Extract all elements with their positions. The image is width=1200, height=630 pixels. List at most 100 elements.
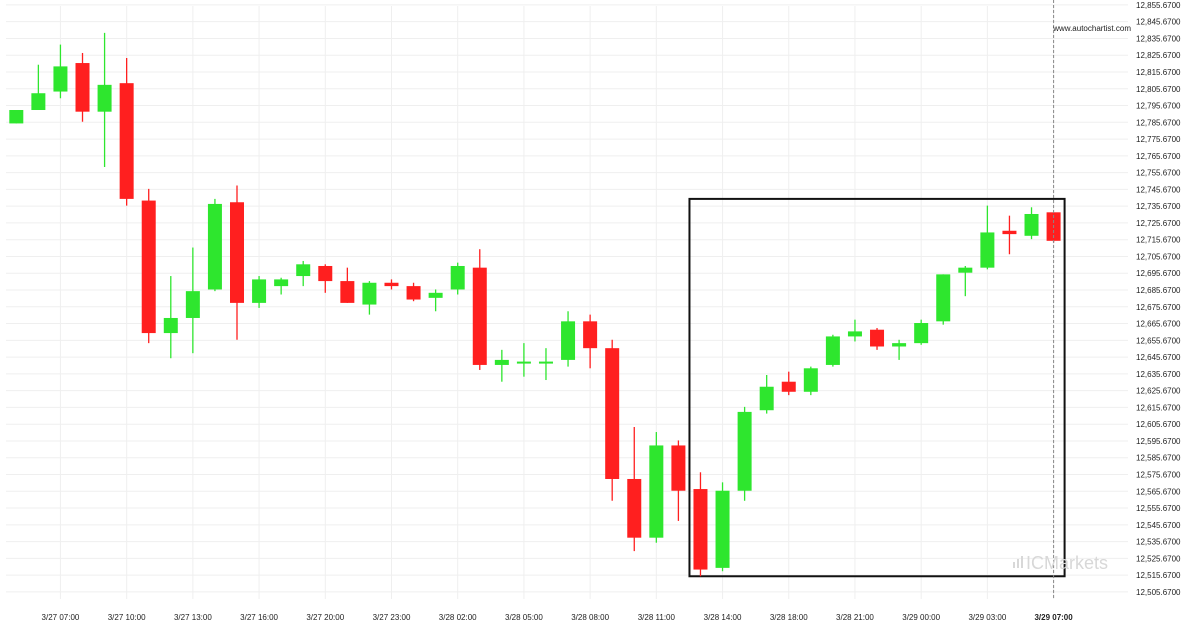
candle-body (627, 478, 642, 538)
candle-body (494, 359, 509, 365)
y-tick-label: 12,585.6700 (1136, 454, 1181, 463)
candle-body (252, 279, 267, 303)
x-tick-label: 3/27 16:00 (240, 613, 278, 622)
x-tick-label: 3/28 14:00 (704, 613, 742, 622)
x-tick-label: 3/27 20:00 (306, 613, 344, 622)
y-tick-label: 12,775.6700 (1136, 135, 1181, 144)
candle-body (870, 329, 885, 347)
candle (450, 262, 465, 295)
candles-layer (9, 32, 1061, 577)
y-tick-label: 12,705.6700 (1136, 252, 1181, 261)
candle (847, 319, 862, 342)
x-tick-label: 3/28 18:00 (770, 613, 808, 622)
candle (649, 432, 664, 543)
y-tick-label: 12,835.6700 (1136, 34, 1181, 43)
candle-body (428, 292, 443, 298)
candle-body (759, 386, 774, 411)
candle (274, 277, 289, 295)
brand-bars-icon (1013, 556, 1023, 568)
candle (207, 198, 222, 292)
candle-body (185, 291, 200, 318)
candle-body (605, 348, 620, 479)
y-tick-label: 12,795.6700 (1136, 102, 1181, 111)
candle (252, 276, 267, 308)
candle (803, 366, 818, 396)
y-tick-label: 12,715.6700 (1136, 236, 1181, 245)
candle (75, 52, 90, 122)
x-tick-label: 3/28 05:00 (505, 613, 543, 622)
y-tick-label: 12,535.6700 (1136, 538, 1181, 547)
candle (31, 64, 46, 111)
candle-body (31, 93, 46, 111)
candle (693, 472, 708, 577)
grid-lines (6, 4, 1128, 599)
x-tick-label: 3/29 03:00 (968, 613, 1006, 622)
candle (141, 188, 156, 344)
candle (516, 343, 531, 377)
candle-body (9, 110, 24, 124)
candle-body (472, 267, 487, 365)
candle-body (561, 321, 576, 360)
candle (671, 440, 686, 521)
x-tick-label: 3/29 00:00 (902, 613, 940, 622)
candle-body (230, 202, 244, 303)
candle-body (583, 321, 598, 349)
candle-body (980, 232, 995, 268)
candle-body (119, 83, 134, 199)
candle-body (781, 381, 796, 392)
candle-body (847, 331, 862, 337)
x-tick-label: 3/27 07:00 (42, 613, 80, 622)
candle-body (1024, 213, 1039, 236)
candle (9, 110, 24, 124)
brand-suffix: Markets (1044, 553, 1108, 573)
y-tick-label: 12,695.6700 (1136, 269, 1181, 278)
y-tick-label: 12,845.6700 (1136, 18, 1181, 27)
x-tick-label: 3/28 08:00 (571, 613, 609, 622)
y-tick-label: 12,675.6700 (1136, 303, 1181, 312)
candle (163, 276, 178, 359)
candle (538, 348, 553, 381)
candle (362, 281, 377, 315)
pattern-box-layer (688, 197, 1066, 578)
y-tick-label: 12,825.6700 (1136, 51, 1181, 60)
candle (715, 482, 730, 572)
candle (340, 267, 355, 303)
watermark-url: www.autochartist.com (1052, 24, 1131, 33)
candle (318, 264, 333, 293)
brand-prefix: IC (1026, 553, 1044, 573)
candle (627, 426, 642, 552)
candle (119, 58, 134, 206)
pattern-box (688, 197, 1066, 578)
y-tick-label: 12,685.6700 (1136, 286, 1181, 295)
candle-body (384, 282, 399, 287)
x-tick-label: 3/28 02:00 (439, 613, 477, 622)
x-axis: 3/27 07:00 3/27 10:00 3/27 13:00 3/27 16:00… (42, 613, 1074, 622)
x-tick-label: 3/27 10:00 (108, 613, 146, 622)
candle (605, 339, 620, 501)
candle-body (406, 286, 421, 300)
y-tick-label: 12,605.6700 (1136, 420, 1181, 429)
candle-body (671, 445, 686, 491)
y-tick-label: 12,725.6700 (1136, 219, 1181, 228)
x-tick-label: 3/27 23:00 (373, 613, 411, 622)
candle (384, 279, 399, 290)
y-tick-label: 12,555.6700 (1136, 504, 1181, 513)
x-tick-label: 3/27 13:00 (174, 613, 212, 622)
candle-body (362, 282, 377, 305)
candle-body (803, 368, 818, 392)
y-tick-label: 12,545.6700 (1136, 521, 1181, 530)
candle-body (141, 200, 156, 334)
candle (494, 349, 509, 382)
y-tick-label: 12,525.6700 (1136, 554, 1181, 563)
candle (870, 328, 885, 350)
candle-body (1002, 230, 1017, 235)
y-tick-label: 12,635.6700 (1136, 370, 1181, 379)
candle (406, 282, 421, 302)
candle (53, 44, 68, 99)
candle-body (318, 265, 333, 282)
candle-body (538, 361, 553, 364)
brand-logo: ICMarkets (1013, 553, 1108, 573)
candle-body (958, 267, 973, 273)
y-tick-label: 12,575.6700 (1136, 471, 1181, 480)
